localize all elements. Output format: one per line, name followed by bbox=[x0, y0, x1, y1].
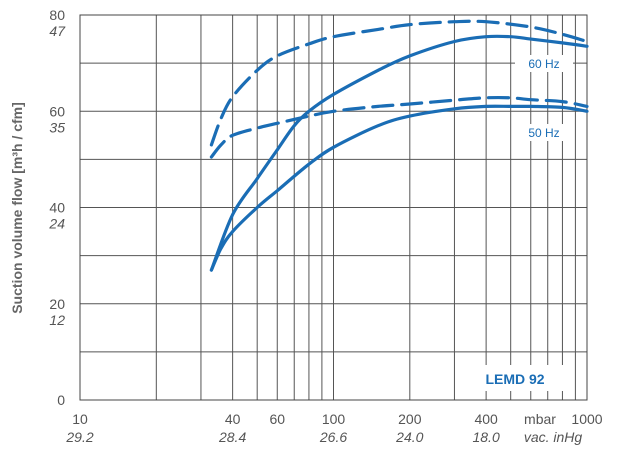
y-tick-label-secondary: 35 bbox=[49, 119, 65, 135]
x-tick-label-secondary: 29.2 bbox=[65, 429, 93, 445]
legend-50hz-box bbox=[515, 124, 573, 141]
series-60hz-dashed-line bbox=[209, 19, 589, 147]
legend-60hz-label: 60 Hz bbox=[528, 57, 559, 71]
x-tick-label-secondary: 18.0 bbox=[472, 429, 499, 445]
chart-grid bbox=[80, 15, 587, 400]
x-tick-label-secondary: 28.4 bbox=[218, 429, 246, 445]
chart-series bbox=[209, 19, 589, 272]
x-tick-label: 40 bbox=[225, 411, 241, 427]
y-tick-label: 80 bbox=[49, 7, 65, 23]
x-tick-label-secondary: 26.6 bbox=[319, 429, 347, 445]
series-50hz-solid-line bbox=[209, 104, 589, 272]
y-tick-label: 20 bbox=[49, 296, 65, 312]
series-50hz-dashed-line bbox=[209, 95, 589, 159]
x-tick-label-secondary: 24.0 bbox=[395, 429, 423, 445]
plot-area-border bbox=[79, 14, 588, 401]
y-tick-label: 60 bbox=[49, 103, 65, 119]
legend-50hz-label: 50 Hz bbox=[528, 126, 559, 140]
y-tick-label-secondary: 47 bbox=[49, 23, 66, 39]
y-tick-label-secondary: 24 bbox=[48, 216, 65, 232]
y-axis-label: Suction volume flow [m³h / cfm] bbox=[9, 102, 25, 314]
series-60hz-solid-line bbox=[209, 34, 589, 272]
x-tick-label: 200 bbox=[398, 411, 422, 427]
x-unit-primary: mbar bbox=[524, 411, 556, 427]
chart-legend: 60 Hz 50 Hz bbox=[515, 55, 573, 141]
x-tick-label: 400 bbox=[474, 411, 498, 427]
chart-labels: Suction volume flow [m³h / cfm] 10 29.2 40… bbox=[9, 7, 603, 445]
x-tick-label: 60 bbox=[269, 411, 285, 427]
model-label-box: LEMD 92 bbox=[465, 365, 565, 391]
x-tick-label: 1000 bbox=[571, 411, 602, 427]
legend-60hz-box bbox=[515, 55, 573, 72]
x-unit-secondary: vac. inHg bbox=[524, 429, 583, 445]
model-label-background bbox=[465, 365, 565, 391]
y-tick-label-secondary: 12 bbox=[49, 312, 65, 328]
model-label: LEMD 92 bbox=[485, 371, 544, 387]
y-tick-label: 0 bbox=[57, 392, 65, 408]
x-tick-label: 100 bbox=[322, 411, 346, 427]
x-tick-label: 10 bbox=[72, 411, 88, 427]
y-tick-label: 40 bbox=[49, 200, 65, 216]
